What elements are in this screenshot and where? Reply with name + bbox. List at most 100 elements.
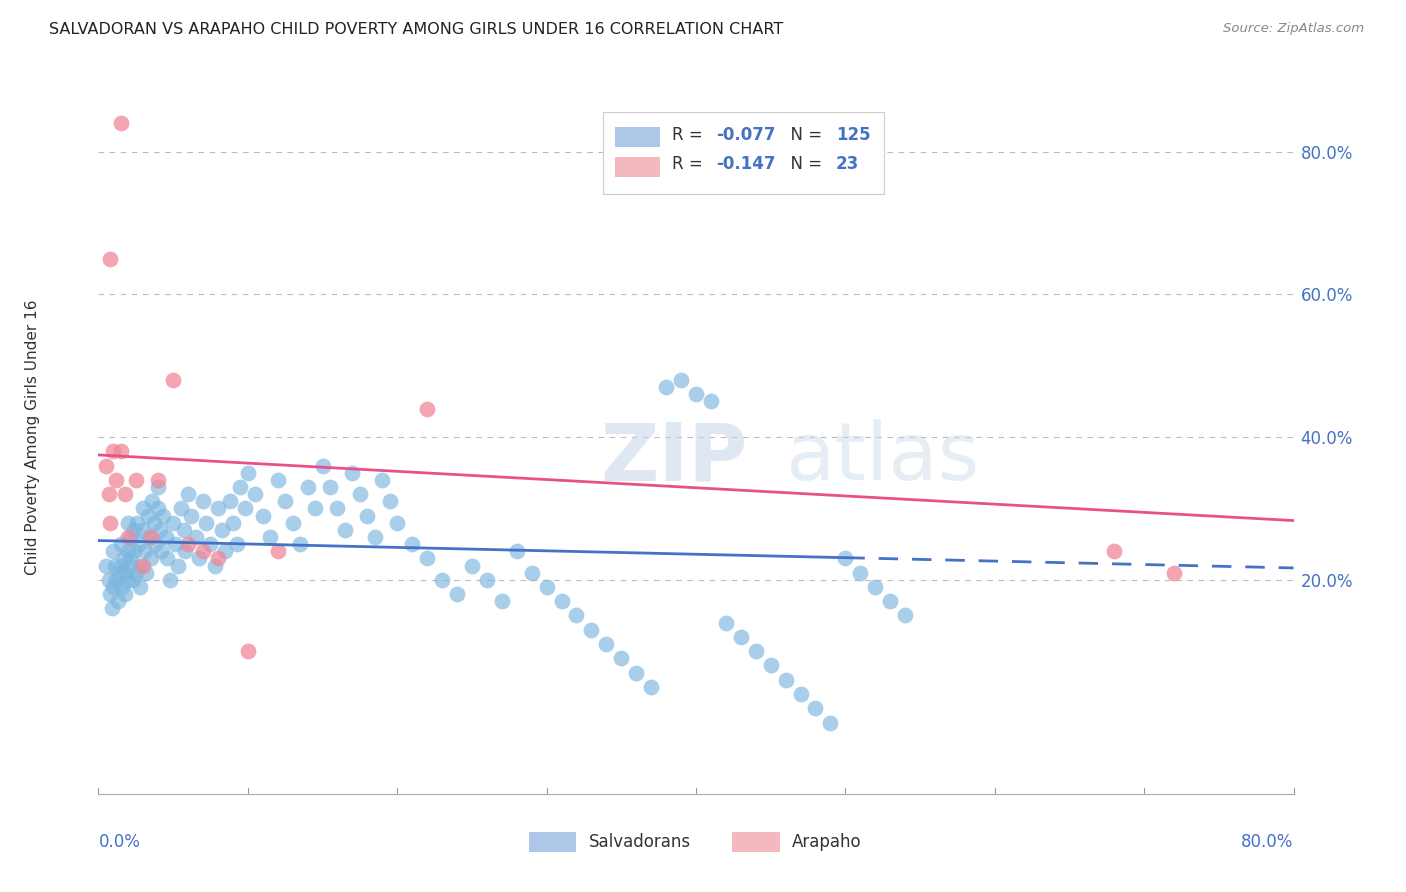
- Point: [804, 701, 827, 715]
- Bar: [529, 832, 576, 853]
- Point: [281, 516, 304, 530]
- Text: R =: R =: [672, 126, 709, 144]
- Point: [94, 558, 117, 573]
- Point: [177, 487, 200, 501]
- Point: [117, 544, 139, 558]
- Point: [233, 501, 256, 516]
- Point: [401, 537, 423, 551]
- Point: [879, 594, 901, 608]
- Point: [626, 665, 648, 680]
- Point: [143, 537, 166, 551]
- Point: [136, 508, 159, 523]
- Point: [685, 387, 707, 401]
- Point: [97, 573, 120, 587]
- Point: [124, 523, 146, 537]
- Point: [125, 566, 148, 580]
- Point: [297, 480, 319, 494]
- Point: [236, 644, 259, 658]
- Point: [162, 373, 184, 387]
- Point: [97, 487, 120, 501]
- Point: [195, 516, 218, 530]
- Point: [655, 380, 678, 394]
- Point: [114, 487, 136, 501]
- Point: [714, 615, 737, 630]
- Point: [236, 466, 259, 480]
- Point: [849, 566, 872, 580]
- Point: [640, 680, 662, 694]
- Point: [152, 508, 174, 523]
- Point: [304, 501, 326, 516]
- Point: [288, 537, 311, 551]
- Text: -0.077: -0.077: [716, 126, 776, 144]
- Point: [820, 715, 842, 730]
- Point: [610, 651, 633, 665]
- Point: [222, 516, 245, 530]
- Point: [132, 558, 155, 573]
- Point: [98, 252, 122, 266]
- Text: 23: 23: [835, 155, 859, 173]
- Point: [134, 544, 156, 558]
- Point: [139, 530, 162, 544]
- Point: [865, 580, 887, 594]
- Point: [114, 566, 136, 580]
- Point: [110, 444, 132, 458]
- Point: [207, 501, 229, 516]
- Point: [110, 537, 132, 551]
- Point: [789, 687, 811, 701]
- Text: Child Poverty Among Girls Under 16: Child Poverty Among Girls Under 16: [25, 300, 41, 574]
- Point: [103, 580, 125, 594]
- Point: [759, 658, 782, 673]
- Point: [319, 480, 342, 494]
- Point: [129, 580, 152, 594]
- Point: [105, 573, 128, 587]
- Point: [141, 494, 163, 508]
- Point: [894, 608, 917, 623]
- Point: [349, 487, 371, 501]
- Point: [378, 494, 401, 508]
- Point: [191, 494, 214, 508]
- Point: [326, 501, 349, 516]
- Text: Salvadorans: Salvadorans: [589, 833, 690, 851]
- Point: [173, 523, 195, 537]
- Point: [745, 644, 768, 658]
- Point: [730, 630, 752, 644]
- Point: [565, 608, 588, 623]
- Point: [138, 530, 160, 544]
- Point: [229, 480, 252, 494]
- Point: [120, 530, 142, 544]
- Text: N =: N =: [779, 155, 827, 173]
- Point: [200, 537, 222, 551]
- Point: [506, 544, 529, 558]
- Point: [162, 516, 184, 530]
- Point: [148, 480, 170, 494]
- Point: [132, 523, 155, 537]
- Point: [112, 551, 135, 566]
- Bar: [614, 127, 661, 146]
- Text: R =: R =: [672, 155, 709, 173]
- Point: [124, 544, 146, 558]
- Point: [267, 544, 290, 558]
- Point: [94, 458, 117, 473]
- Point: [108, 566, 131, 580]
- Text: Source: ZipAtlas.com: Source: ZipAtlas.com: [1223, 22, 1364, 36]
- Bar: [614, 157, 661, 177]
- Point: [118, 558, 141, 573]
- Point: [120, 551, 142, 566]
- Point: [550, 594, 572, 608]
- Text: atlas: atlas: [786, 419, 980, 498]
- Point: [416, 401, 439, 416]
- Bar: [733, 832, 780, 853]
- Point: [430, 573, 453, 587]
- Point: [416, 551, 439, 566]
- Point: [180, 508, 202, 523]
- Text: -0.147: -0.147: [716, 155, 776, 173]
- Point: [595, 637, 617, 651]
- Point: [156, 551, 179, 566]
- Point: [149, 523, 172, 537]
- Point: [128, 537, 150, 551]
- Point: [669, 373, 692, 387]
- Point: [207, 551, 229, 566]
- Point: [204, 558, 226, 573]
- Point: [1104, 544, 1126, 558]
- Point: [127, 516, 149, 530]
